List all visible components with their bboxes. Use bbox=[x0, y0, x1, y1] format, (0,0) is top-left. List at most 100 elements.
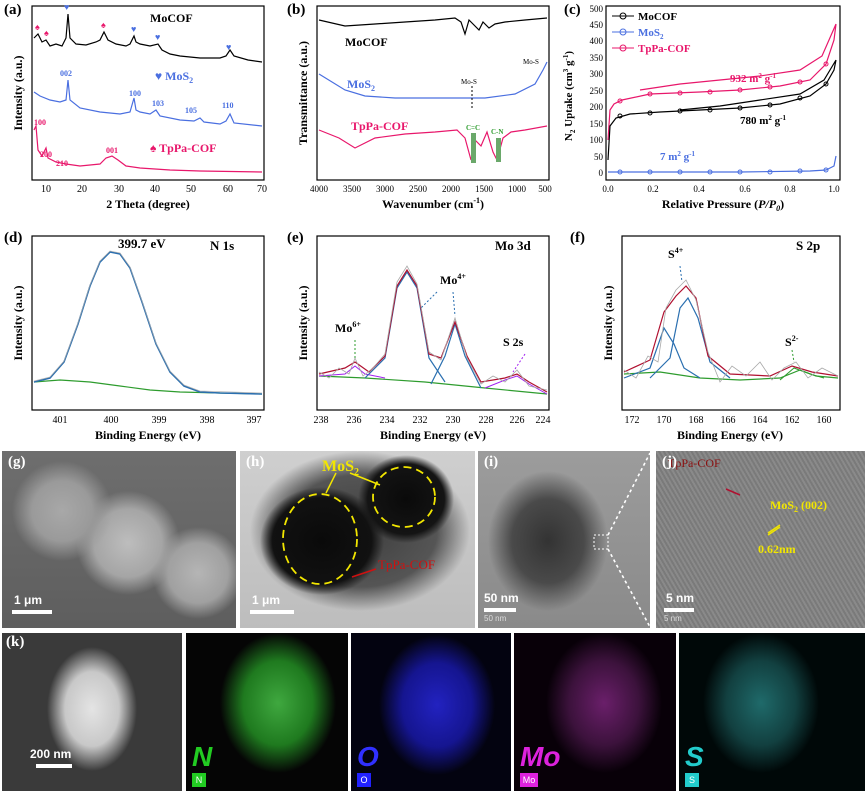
bet-xlabel: Relative Pressure (P/P0) bbox=[662, 197, 784, 213]
svg-text:20: 20 bbox=[77, 184, 87, 195]
s2p-ylabel: Intensity (a.u.) bbox=[601, 285, 615, 360]
haadf-scale-text: 200 nm bbox=[30, 747, 72, 761]
sem-scale-bar bbox=[12, 610, 52, 614]
xrd-legend-tppa: ♠ TpPa-COF bbox=[150, 141, 217, 155]
svg-text:0: 0 bbox=[599, 168, 604, 178]
panel-k-label: (k) bbox=[6, 634, 25, 650]
hrtem-scale-bar bbox=[664, 608, 694, 612]
svg-text:397: 397 bbox=[247, 415, 262, 426]
panel-e-mo3d: Mo6+ Mo4+ S 2s Mo 3d 238 236 234 232 230… bbox=[285, 228, 555, 450]
bet-mos2-curve bbox=[608, 155, 837, 173]
n1s-ylabel: Intensity (a.u.) bbox=[11, 285, 25, 360]
panel-f-label: (f) bbox=[570, 230, 585, 246]
svg-text:401: 401 bbox=[53, 415, 68, 426]
svg-text:MoS2: MoS2 bbox=[638, 27, 664, 41]
svg-text:103: 103 bbox=[152, 99, 164, 108]
svg-text:400: 400 bbox=[104, 415, 119, 426]
haadf-scale-bar bbox=[36, 764, 72, 768]
svg-text:236: 236 bbox=[347, 415, 362, 426]
mo3d-raw bbox=[318, 265, 548, 391]
svg-text:4000: 4000 bbox=[310, 184, 329, 194]
sem-scale-text: 1 μm bbox=[14, 593, 43, 607]
panel-b-label: (b) bbox=[287, 2, 306, 18]
svg-text:110: 110 bbox=[222, 101, 234, 110]
svg-text:450: 450 bbox=[590, 20, 604, 30]
s2p-title: S 2p bbox=[796, 238, 820, 253]
tem-i-scale-bar bbox=[484, 608, 516, 612]
tem-zoom-overlay bbox=[593, 452, 650, 628]
s2s-label: S 2s bbox=[503, 335, 524, 349]
svg-text:238: 238 bbox=[314, 415, 329, 426]
svg-text:232: 232 bbox=[413, 415, 428, 426]
bet-markers bbox=[617, 61, 829, 175]
panel-h-tem: MoS2 TpPa-COF (h) 1 μm bbox=[240, 451, 475, 628]
panel-g-sem: (g) 1 μm bbox=[2, 451, 236, 628]
svg-text:170: 170 bbox=[657, 415, 672, 426]
svg-text:168: 168 bbox=[689, 415, 704, 426]
panel-b-ftir: MoCOF MoS2 TpPa-COF Mo-S Mo-S C=C C-N 40… bbox=[285, 0, 555, 225]
n1s-fit bbox=[33, 251, 263, 395]
cn-band bbox=[496, 138, 501, 162]
panel-g-label: (g) bbox=[8, 454, 26, 470]
tem-scale-text: 1 μm bbox=[252, 593, 281, 607]
svg-text:234: 234 bbox=[380, 415, 395, 426]
svg-text:2500: 2500 bbox=[409, 184, 428, 194]
xrd-chart: ♠♠♠ ♥♥♥♥ MoCOF ♥ MoS2 ♠ TpPa-COF 002 100… bbox=[11, 2, 267, 211]
s4-label: S4+ bbox=[668, 246, 684, 261]
panel-j-label: (j) bbox=[662, 454, 677, 470]
svg-text:0.0: 0.0 bbox=[602, 184, 614, 194]
svg-text:70: 70 bbox=[257, 184, 267, 195]
svg-text:500: 500 bbox=[538, 184, 552, 194]
svg-text:60: 60 bbox=[223, 184, 233, 195]
svg-text:30: 30 bbox=[114, 184, 124, 195]
svg-text:3500: 3500 bbox=[343, 184, 362, 194]
mo6-label: Mo6+ bbox=[335, 320, 361, 335]
bet-area-mocof: 780 m2 g-1 bbox=[740, 114, 787, 127]
panel-i-tem: (i) 50 nm 50 nm bbox=[478, 451, 650, 628]
panel-f-s2p: S4+ S2- S 2p 172 170 168 166 164 162 160… bbox=[560, 228, 865, 450]
mo3d-chart: Mo6+ Mo4+ S 2s Mo 3d 238 236 234 232 230… bbox=[296, 235, 551, 442]
svg-text:350: 350 bbox=[590, 53, 604, 63]
panel-k-haadf: (k) 200 nm bbox=[2, 633, 182, 791]
svg-text:MoCOF: MoCOF bbox=[638, 11, 677, 23]
mo-s-label-2: Mo-S bbox=[523, 58, 539, 66]
map-mo-symbol: Mo bbox=[520, 741, 561, 772]
hrtem-scale-text: 5 nm bbox=[666, 591, 695, 605]
svg-text:224: 224 bbox=[536, 415, 551, 426]
tem-tppa-label: TpPa-COF bbox=[378, 557, 435, 572]
svg-text:400: 400 bbox=[590, 36, 604, 46]
svg-text:300: 300 bbox=[590, 69, 604, 79]
svg-text:100: 100 bbox=[129, 89, 141, 98]
svg-text:♥: ♥ bbox=[226, 42, 231, 52]
svg-text:210: 210 bbox=[56, 159, 68, 168]
hrtem-scale-small: 5 nm bbox=[664, 614, 682, 623]
mo3d-xticks: 238 236 234 232 230 228 226 224 bbox=[314, 415, 551, 426]
map-mo-chip: Mo bbox=[520, 773, 538, 787]
n1s-raw bbox=[33, 250, 263, 394]
bet-xticks: 0.0 0.2 0.4 0.6 0.8 1.0 bbox=[602, 184, 840, 194]
svg-text:1500: 1500 bbox=[475, 184, 494, 194]
panel-a-xrd: ♠ ♠ ♠ ♥ ♥ ♥ ♥ MoCOF ♥ MoS2 ♠ TpPa-COF 002 100… bbox=[0, 0, 280, 225]
xrd-ylabel: Intensity (a.u.) bbox=[11, 55, 25, 130]
panel-h-label: (h) bbox=[246, 454, 265, 470]
hrtem-overlay: TpPa-COF MoS2 (002) 0.62nm bbox=[668, 456, 827, 556]
mo-s-label-1: Mo-S bbox=[461, 78, 477, 86]
map-n-symbol: N bbox=[192, 741, 213, 772]
bet-tppa-curve bbox=[607, 23, 837, 141]
n1s-peak-value: 399.7 eV bbox=[118, 236, 166, 251]
mo3d-mo4-peak1 bbox=[364, 270, 446, 383]
xrd-xticks: 10 20 30 40 50 60 70 bbox=[41, 184, 267, 195]
hrtem-mos2-label: MoS2 (002) bbox=[770, 498, 827, 514]
n1s-title: N 1s bbox=[210, 238, 234, 253]
map-s-symbol: S bbox=[685, 741, 704, 772]
svg-text:♥: ♥ bbox=[131, 24, 136, 34]
xrd-legend-mocof: MoCOF bbox=[150, 11, 193, 25]
svg-text:250: 250 bbox=[590, 86, 604, 96]
s2p-s4-peak2 bbox=[649, 296, 731, 379]
panel-e-label: (e) bbox=[287, 230, 304, 246]
xrd-legend-mos2: ♥ MoS2 bbox=[155, 69, 193, 85]
xrd-xlabel: 2 Theta (degree) bbox=[106, 197, 190, 211]
tem-scale-bar bbox=[250, 610, 294, 614]
ftir-xticks: 4000 3500 3000 2500 2000 1500 1000 500 bbox=[310, 184, 552, 194]
tem-i-scale-small: 50 nm bbox=[484, 614, 507, 623]
